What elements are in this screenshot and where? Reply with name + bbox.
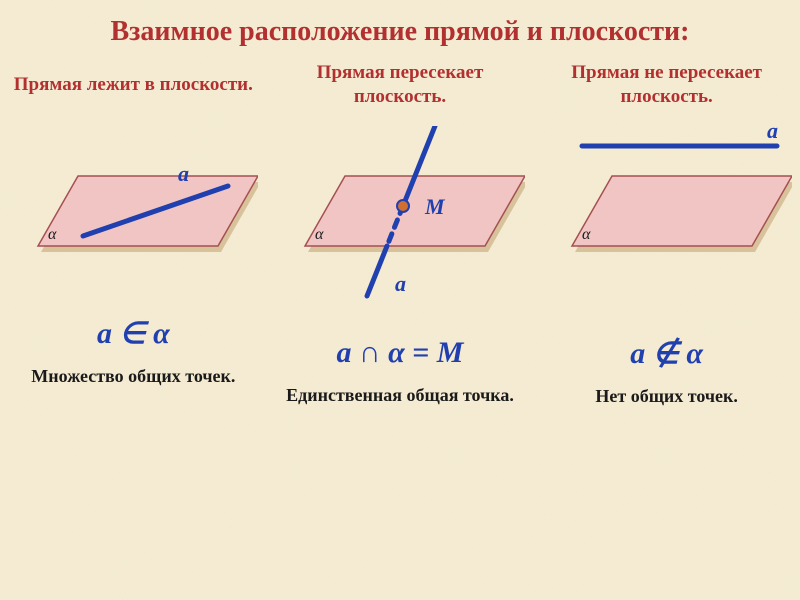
desc-2: Единственная общая точка. <box>286 384 514 407</box>
subtitle-3: Прямая не пересекает плоскость. <box>539 59 794 111</box>
line-label-3: a <box>767 126 778 143</box>
formula-3: a ∉ α <box>630 336 703 371</box>
point-label-m: M <box>424 194 446 219</box>
alpha-label-3: α <box>582 226 591 243</box>
line-label-1: a <box>178 161 189 186</box>
desc-3: Нет общих точек. <box>595 385 738 408</box>
diagram-3: a α <box>542 126 792 306</box>
desc-1: Множество общих точек. <box>31 365 235 388</box>
subtitle-1: Прямая лежит в плоскости. <box>14 59 253 111</box>
column-3: Прямая не пересекает плоскость. a α a ∉ … <box>539 59 794 408</box>
columns-container: Прямая лежит в плоскости. α a a ∈ α Множ… <box>0 59 800 408</box>
formula-2: a ∩ α = M <box>337 336 464 370</box>
alpha-label-1: α <box>48 226 57 243</box>
diagram-1: α a <box>8 126 258 306</box>
subtitle-2: Прямая пересекает плоскость. <box>272 59 527 111</box>
formula-1: a ∈ α <box>97 316 170 351</box>
line-label-2: a <box>395 271 406 296</box>
line-below-plane <box>367 246 387 296</box>
diagram-2: α M a <box>275 126 525 326</box>
main-title: Взаимное расположение прямой и плоскости… <box>0 0 800 49</box>
column-1: Прямая лежит в плоскости. α a a ∈ α Множ… <box>6 59 261 408</box>
intersection-point <box>397 200 409 212</box>
alpha-label-2: α <box>315 226 324 243</box>
column-2: Прямая пересекает плоскость. α M a a ∩ α… <box>272 59 527 408</box>
